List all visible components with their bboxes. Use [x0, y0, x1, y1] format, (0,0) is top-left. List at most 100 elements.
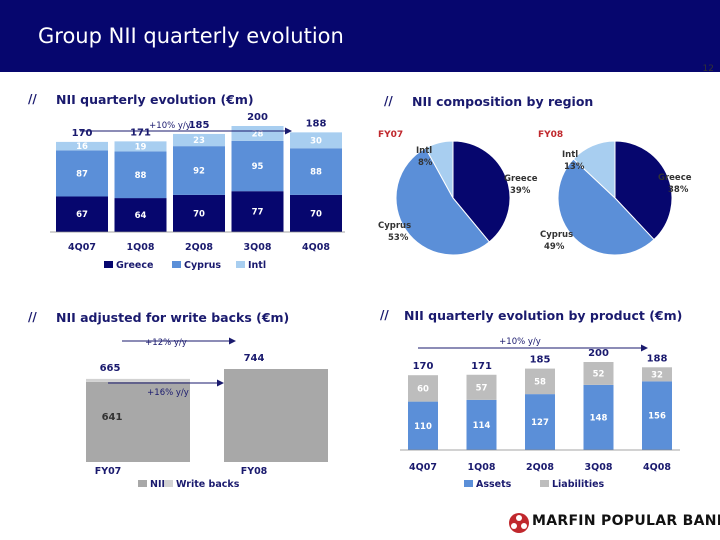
total-label-product-1Q08: 171 — [471, 361, 492, 372]
bank-logo: MARFIN POPULAR BANK — [508, 512, 720, 534]
bar-label-assets-2Q08: 127 — [531, 418, 549, 428]
bar-liabilities-2Q08 — [525, 368, 555, 395]
legend-label-intl: Intl — [248, 260, 266, 271]
x-tick-product-3Q08: 3Q08 — [585, 462, 613, 473]
bar-write-backs-FY07 — [86, 378, 190, 382]
pie-value-fy08-intl: 13% — [564, 162, 585, 172]
bar-label-intl-4Q07: 16 — [76, 142, 88, 152]
legend-swatch-intl — [236, 261, 245, 268]
bar-greece-2Q08 — [173, 194, 225, 232]
nii-product-title: NII quarterly evolution by product (€m) — [404, 308, 683, 323]
bar-cyprus-4Q08 — [290, 148, 342, 195]
pie-value-fy07-greece: 39% — [510, 186, 531, 196]
bar-label-assets-3Q08: 148 — [590, 413, 608, 423]
pie-label-fy07-cyprus: Cyprus — [378, 221, 411, 231]
x-tick-product-4Q08: 4Q08 — [643, 462, 671, 473]
total-label-4Q07: 170 — [72, 128, 93, 139]
bar-label-liabilities-4Q08: 32 — [651, 370, 663, 380]
bar-label-intl-2Q08: 23 — [193, 136, 205, 146]
bar-label-intl-4Q08: 30 — [310, 136, 322, 146]
bar-label-assets-4Q07: 110 — [414, 422, 432, 432]
bar-assets-3Q08 — [583, 384, 614, 450]
pie-label-fy07-greece: Greece — [504, 174, 538, 184]
growth-arrow-16-head — [217, 379, 224, 387]
pie-slice-fy08-greece — [614, 140, 673, 241]
total-label-FY08: 744 — [244, 353, 265, 364]
bar-intl-4Q08 — [290, 132, 342, 149]
growth-arrow-product-head — [641, 344, 648, 352]
bar-label-assets-4Q08: 156 — [648, 412, 666, 422]
bar-intl-1Q08 — [114, 141, 167, 152]
pie-fy08-label: FY08 — [538, 130, 563, 140]
bar-liabilities-3Q08 — [583, 362, 614, 385]
bar-label-cyprus-4Q07: 87 — [76, 169, 88, 179]
growth-annotation: +10% y/y — [149, 121, 191, 131]
total-label-product-3Q08: 200 — [588, 348, 609, 359]
pie-slice-fy07-greece — [452, 140, 511, 243]
bank-logo-icon — [509, 513, 529, 533]
total-label-FY07: 665 — [100, 363, 121, 374]
bar-assets-4Q07 — [408, 401, 438, 450]
bar-cyprus-1Q08 — [114, 151, 167, 199]
x-tick-product-4Q07: 4Q07 — [409, 462, 437, 473]
bar-intl-2Q08 — [173, 133, 225, 147]
nii-label-FY07: 641 — [102, 412, 123, 423]
bar-greece-4Q07 — [56, 196, 108, 232]
growth-annotation-16: +16% y/y — [147, 388, 189, 398]
x-tick-FY08: FY08 — [241, 466, 268, 477]
legend-swatch-cyprus — [172, 261, 181, 268]
growth-annotation-12: +12% y/y — [145, 338, 187, 348]
bar-cyprus-2Q08 — [173, 146, 225, 195]
legend-swatch-liabilities — [540, 480, 549, 487]
bar-intl-4Q07 — [56, 141, 108, 151]
pie-slice-fy07-cyprus — [395, 147, 491, 256]
legend-label-greece: Greece — [116, 260, 153, 271]
pie-value-fy08-greece: 38% — [668, 185, 689, 195]
bar-label-greece-4Q07: 67 — [76, 210, 88, 220]
section-marker: // — [384, 94, 393, 108]
total-label-4Q08: 188 — [306, 118, 327, 129]
legend-swatch-write-backs — [164, 480, 173, 487]
bar-label-greece-3Q08: 77 — [252, 208, 264, 218]
bar-label-liabilities-2Q08: 58 — [534, 377, 546, 387]
bar-intl-3Q08 — [231, 126, 284, 141]
nii-quarterly-title: NII quarterly evolution (€m) — [56, 92, 254, 107]
legend-label-nii: NII — [150, 479, 165, 490]
header-bar — [0, 0, 720, 72]
bar-label-liabilities-3Q08: 52 — [593, 369, 605, 379]
bar-label-greece-4Q08: 70 — [310, 209, 322, 219]
section-marker: // — [28, 92, 37, 106]
legend-swatch-greece — [104, 261, 113, 268]
pie-label-fy08-greece: Greece — [658, 173, 692, 183]
legend-label-assets: Assets — [476, 479, 512, 490]
bar-greece-1Q08 — [114, 198, 167, 232]
x-tick-4Q07: 4Q07 — [68, 242, 96, 253]
legend-label-liabilities: Liabilities — [552, 479, 605, 490]
bar-label-cyprus-4Q08: 88 — [310, 168, 322, 178]
bar-cyprus-3Q08 — [231, 140, 284, 192]
pie-fy07-label: FY07 — [378, 130, 403, 140]
bar-label-intl-3Q08: 28 — [252, 129, 264, 139]
x-tick-FY07: FY07 — [95, 466, 122, 477]
legend-label-write-backs: Write backs — [176, 479, 240, 490]
bar-label-cyprus-1Q08: 88 — [135, 171, 147, 181]
section-marker: // — [380, 308, 389, 322]
bar-cyprus-4Q07 — [56, 150, 108, 197]
section-marker: // — [28, 310, 37, 324]
pie-slice-fy07-intl — [424, 140, 454, 199]
bar-label-greece-2Q08: 70 — [193, 209, 205, 219]
growth-arrow-head — [285, 127, 292, 135]
bar-liabilities-1Q08 — [466, 374, 497, 400]
total-label-product-4Q07: 170 — [413, 361, 434, 372]
bar-label-liabilities-1Q08: 57 — [476, 383, 488, 393]
x-tick-3Q08: 3Q08 — [244, 242, 272, 253]
bank-name: MARFIN POPULAR BANK — [532, 513, 720, 529]
x-tick-2Q08: 2Q08 — [185, 242, 213, 253]
bar-label-cyprus-3Q08: 95 — [252, 162, 264, 172]
bar-nii-FY07 — [86, 381, 190, 462]
pie-slice-fy08-cyprus — [557, 158, 655, 256]
bar-assets-1Q08 — [466, 399, 497, 450]
total-label-3Q08: 200 — [247, 112, 268, 123]
pie-label-fy08-intl: Intl — [562, 150, 578, 160]
bar-assets-4Q08 — [642, 381, 672, 450]
